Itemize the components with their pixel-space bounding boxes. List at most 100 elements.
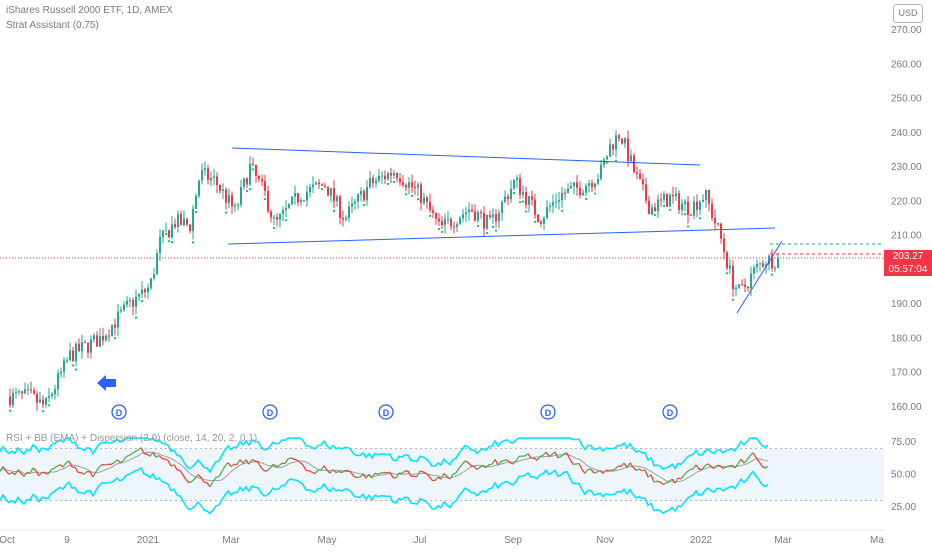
candle-body [132,300,134,307]
candle-body [726,252,728,268]
candle-body [51,394,53,396]
candle-body [276,217,278,220]
dividend-badge-icon[interactable]: D [541,405,555,419]
candle-body [315,183,317,185]
candle-body [393,173,395,176]
candle-body [183,219,185,225]
candle-body [123,304,125,309]
rsi-segment [654,481,657,482]
candle-body [186,219,188,225]
dividend-badge-icon[interactable]: D [379,405,393,419]
candle-body [627,138,629,161]
candle-body [696,202,698,210]
candle-body [633,155,635,172]
candle-body [492,214,494,217]
candle-body [711,204,713,218]
signal-dot [252,168,254,170]
candle-body [402,182,404,185]
candle-body [468,210,470,213]
time-axis-label: May [318,535,337,546]
candle-body [405,185,407,188]
candle-body [774,268,776,269]
candle-body [291,197,293,205]
arrow-left-icon[interactable] [97,375,117,391]
time-axis-label: Ma [870,535,884,546]
candle-body [366,187,368,200]
candle-body [441,221,443,225]
rsi-segment [294,459,297,460]
candle-body [252,164,254,165]
candle-body [93,335,95,339]
candle-body [147,288,149,293]
candle-body [474,212,476,221]
candle-body [360,191,362,194]
candle-body [378,176,380,181]
candle-body [288,204,290,208]
candle-body [237,205,239,206]
candle-body [228,195,230,203]
dividend-label: D [545,408,552,418]
candle-body [528,196,530,205]
candle-body [669,195,671,207]
candle-body [354,201,356,203]
dividend-badge-icon[interactable]: D [263,405,277,419]
candle-body [294,193,296,196]
candle-body [606,157,608,160]
rsi-segment [216,477,219,478]
rsi-segment [255,461,258,462]
dividend-badge-icon[interactable]: D [112,405,126,419]
candle-body [732,266,734,290]
candle-body [603,160,605,165]
time-axis-label: Oct [0,535,15,546]
candle-body [36,394,38,403]
signal-dot [594,192,596,194]
candle-body [321,184,323,185]
candle-body [60,372,62,374]
candle-body [615,135,617,149]
dividend-badge-icon[interactable]: D [663,405,677,419]
rsi-legend[interactable]: RSI + BB (EMA) + Dispersion (2.0) (close… [6,433,257,444]
candle-body [96,335,98,346]
price-axis-label: 270.00 [891,25,922,36]
candle-body [543,218,545,224]
signal-dot [168,240,170,242]
signal-dot [249,188,251,190]
candle-body [204,168,206,170]
candle-body [687,202,689,215]
candle-body [54,389,56,394]
signal-dot [771,274,773,276]
candle-body [387,173,389,179]
price-axis-label: 190.00 [891,299,922,310]
time-axis-label: Jul [414,535,427,546]
candle-body [300,200,302,202]
candle-body [636,172,638,173]
candle-body [312,185,314,187]
indicator-legend[interactable]: Strat Assistant (0.75) [6,20,99,31]
currency-button[interactable]: USD [893,4,923,23]
rsi-segment [420,471,423,472]
candle-body [435,213,437,219]
candle-body [141,289,143,294]
candle-body [630,155,632,161]
candle-body [162,230,164,236]
candle-body [264,181,266,191]
time-axis-label: Nov [596,535,614,546]
candle-body [153,274,155,278]
candle-body [255,165,257,176]
symbol-legend[interactable]: iShares Russell 2000 ETF, 1D, AMEX [6,5,173,16]
price-axis-label: 180.00 [891,333,922,344]
rsi-segment [354,477,357,478]
candle-body [456,224,458,227]
candle-body [651,207,653,214]
candle-body [411,182,413,187]
signal-dot [75,368,77,370]
candle-body [708,190,710,204]
dividend-label: D [667,408,674,418]
candle-body [471,210,473,212]
candle-body [645,184,647,200]
candle-body [621,139,623,144]
price-axis-label: 170.00 [891,368,922,379]
time-axis-label: Sep [504,535,522,546]
candle-body [18,391,20,392]
